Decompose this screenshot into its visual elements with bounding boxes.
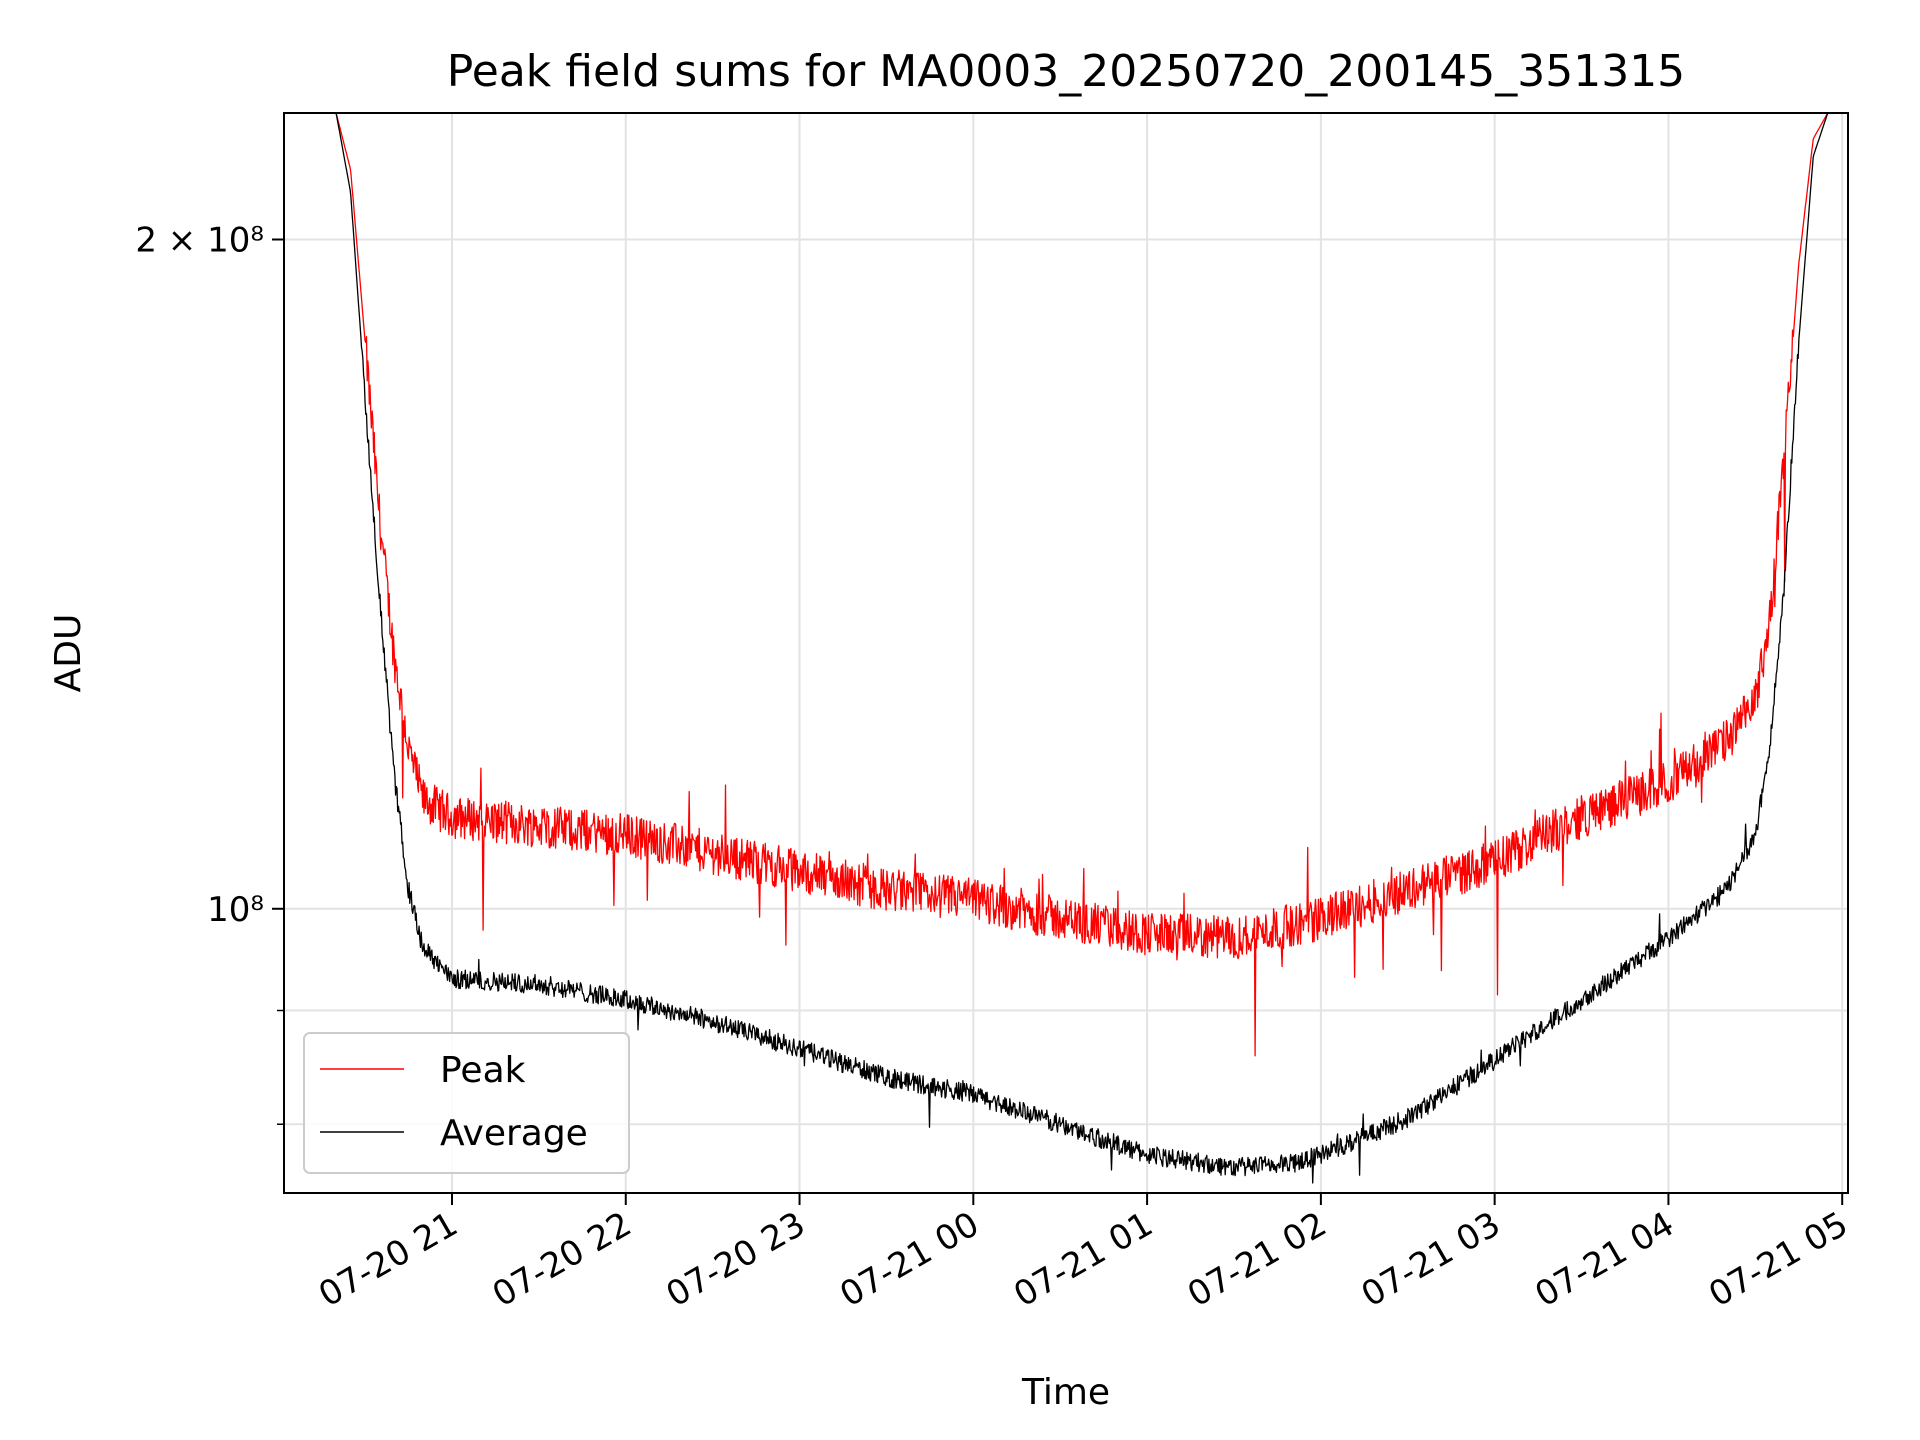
legend: Peak Average [303,1032,630,1174]
series-line-average [284,112,1848,1184]
y-tick-label: 2 × 10⁸ [135,221,264,261]
series-layer [284,112,1848,1184]
chart-title: Peak field sums for MA0003_20250720_2001… [447,46,1685,97]
legend-box [303,1032,630,1174]
y-tick-label: 10⁸ [207,890,264,930]
plot-frame [283,112,1849,1194]
y-axis-label: ADU [48,614,89,693]
legend-label-peak: Peak [440,1050,526,1091]
x-axis-label: Time [1021,1372,1110,1413]
legend-label-average: Average [440,1113,588,1154]
y-axis: 2 × 10⁸ 10⁸ [135,221,284,1125]
series-line-peak [284,112,1848,1057]
